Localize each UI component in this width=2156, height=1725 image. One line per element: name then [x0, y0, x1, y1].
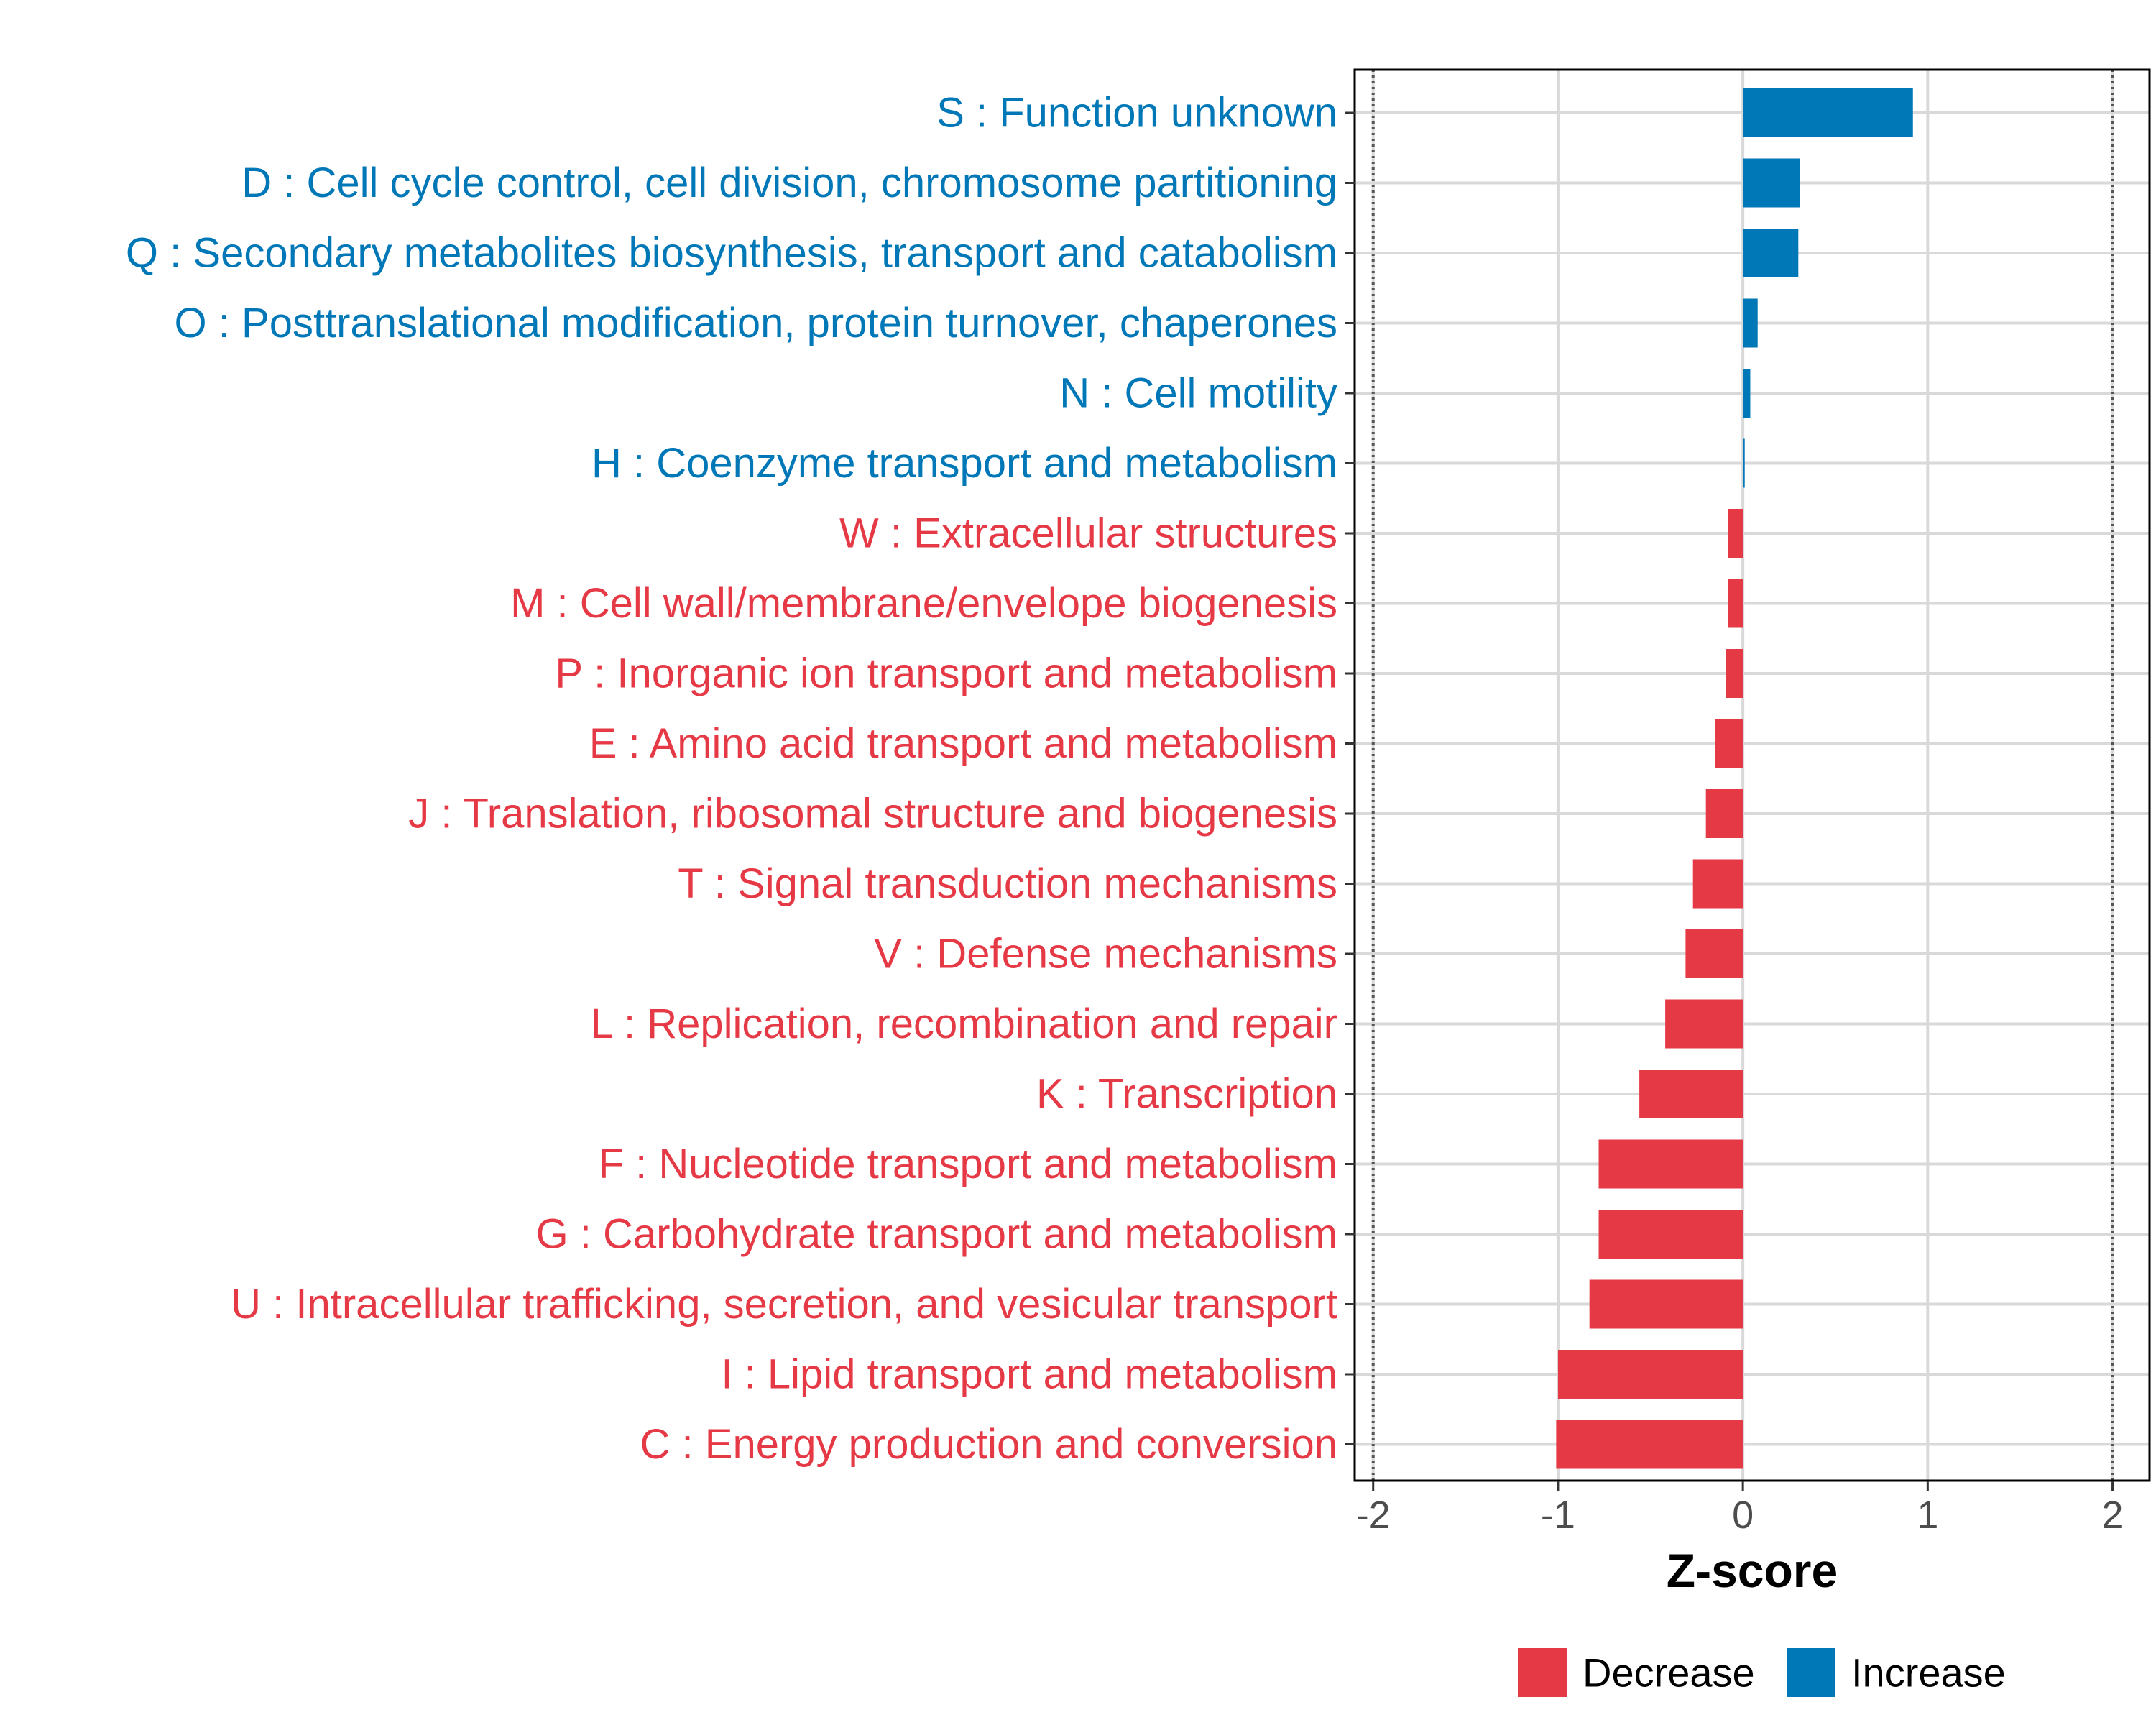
category-label: I : Lipid transport and metabolism [721, 1351, 1337, 1398]
category-label: L : Replication, recombination and repai… [591, 1000, 1337, 1047]
category-labels: S : Function unknown D : Cell cycle contr… [126, 90, 1337, 1468]
y-axis-ticks [1345, 111, 1355, 1445]
bar [1589, 1279, 1743, 1329]
x-tick-label: 0 [1732, 1494, 1754, 1537]
bar [1557, 1350, 1743, 1399]
x-axis-title: Z-score [1667, 1544, 1838, 1597]
bar [1685, 929, 1743, 978]
bar [1743, 298, 1758, 348]
plot-panel-border [1353, 68, 2151, 1482]
category-label: T : Signal transduction mechanisms [678, 860, 1337, 907]
category-label: V : Defense mechanisms [874, 931, 1337, 978]
x-axis: -2 -1 0 1 2 [1356, 1481, 2124, 1537]
bar [1639, 1070, 1743, 1118]
category-label: W : Extracellular structures [839, 510, 1337, 557]
x-tick-label: 2 [2102, 1494, 2124, 1537]
legend: Decrease Increase [1518, 1648, 2006, 1697]
legend-swatch [1518, 1648, 1567, 1697]
category-label: N : Cell motility [1059, 370, 1337, 417]
bar [1743, 369, 1751, 418]
category-label: F : Nucleotide transport and metabolism [599, 1141, 1337, 1187]
bar [1665, 999, 1743, 1049]
bar [1743, 229, 1799, 277]
bar [1743, 438, 1745, 488]
x-tick-label: 1 [1917, 1494, 1938, 1537]
bar [1598, 1139, 1743, 1189]
bar [1743, 88, 1913, 137]
category-label: E : Amino acid transport and metabolism [589, 720, 1337, 767]
legend-swatch [1787, 1648, 1835, 1697]
category-label: P : Inorganic ion transport and metaboli… [555, 650, 1337, 697]
bar [1692, 859, 1743, 908]
category-label: C : Energy production and conversion [640, 1421, 1337, 1468]
legend-label: Increase [1851, 1650, 2006, 1696]
category-label: O : Posttranslational modification, prot… [175, 300, 1337, 346]
category-label: S : Function unknown [936, 90, 1337, 137]
bar [1705, 789, 1743, 838]
category-label: U : Intracellular trafficking, secretion… [231, 1281, 1337, 1328]
bar [1726, 649, 1743, 698]
bar [1728, 509, 1743, 558]
category-label: J : Translation, ribosomal structure and… [408, 791, 1337, 837]
x-tick-label: -2 [1356, 1494, 1391, 1537]
category-label: G : Carbohydrate transport and metabolis… [536, 1211, 1337, 1258]
bar [1715, 719, 1743, 768]
bar [1598, 1210, 1743, 1259]
category-label: D : Cell cycle control, cell division, c… [241, 160, 1337, 206]
category-label: M : Cell wall/membrane/envelope biogenes… [510, 580, 1337, 627]
bar [1728, 579, 1743, 628]
category-label: H : Coenzyme transport and metabolism [591, 440, 1337, 487]
bar [1743, 158, 1800, 208]
category-label: Q : Secondary metabolites biosynthesis, … [126, 230, 1337, 277]
x-tick-label: -1 [1541, 1494, 1575, 1537]
legend-label: Decrease [1583, 1650, 1755, 1696]
category-label: K : Transcription [1036, 1071, 1337, 1118]
bars [1556, 88, 1913, 1469]
bar [1556, 1420, 1743, 1469]
